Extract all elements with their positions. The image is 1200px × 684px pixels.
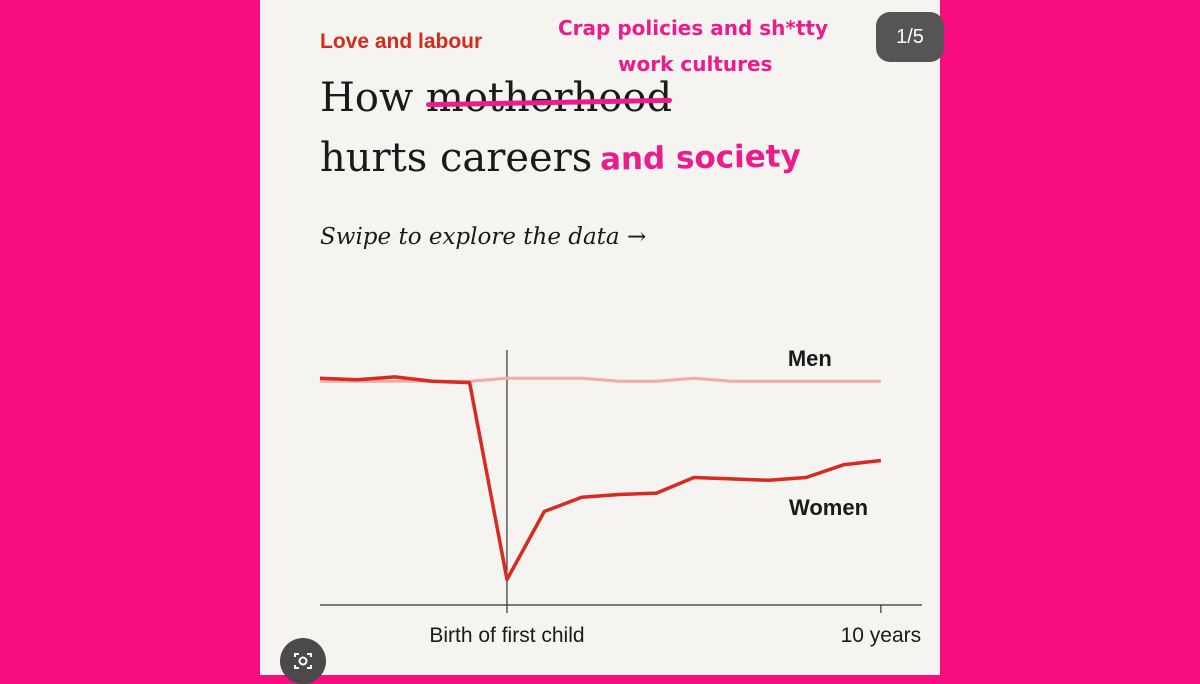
x-tick-label-1: 10 years [841,624,922,647]
article-card: Love and labour How motherhood hurts car… [260,0,940,675]
page-indicator-badge[interactable]: 1/5 [876,12,944,62]
camera-search-icon [291,649,315,673]
series-label-men: Men [788,346,832,371]
series-line-women [320,377,881,580]
lens-icon[interactable] [280,638,326,684]
series-label-women: Women [789,495,868,520]
line-chart: Birth of first child 10 years Men Women [260,0,940,675]
x-tick-label-0: Birth of first child [429,624,584,647]
